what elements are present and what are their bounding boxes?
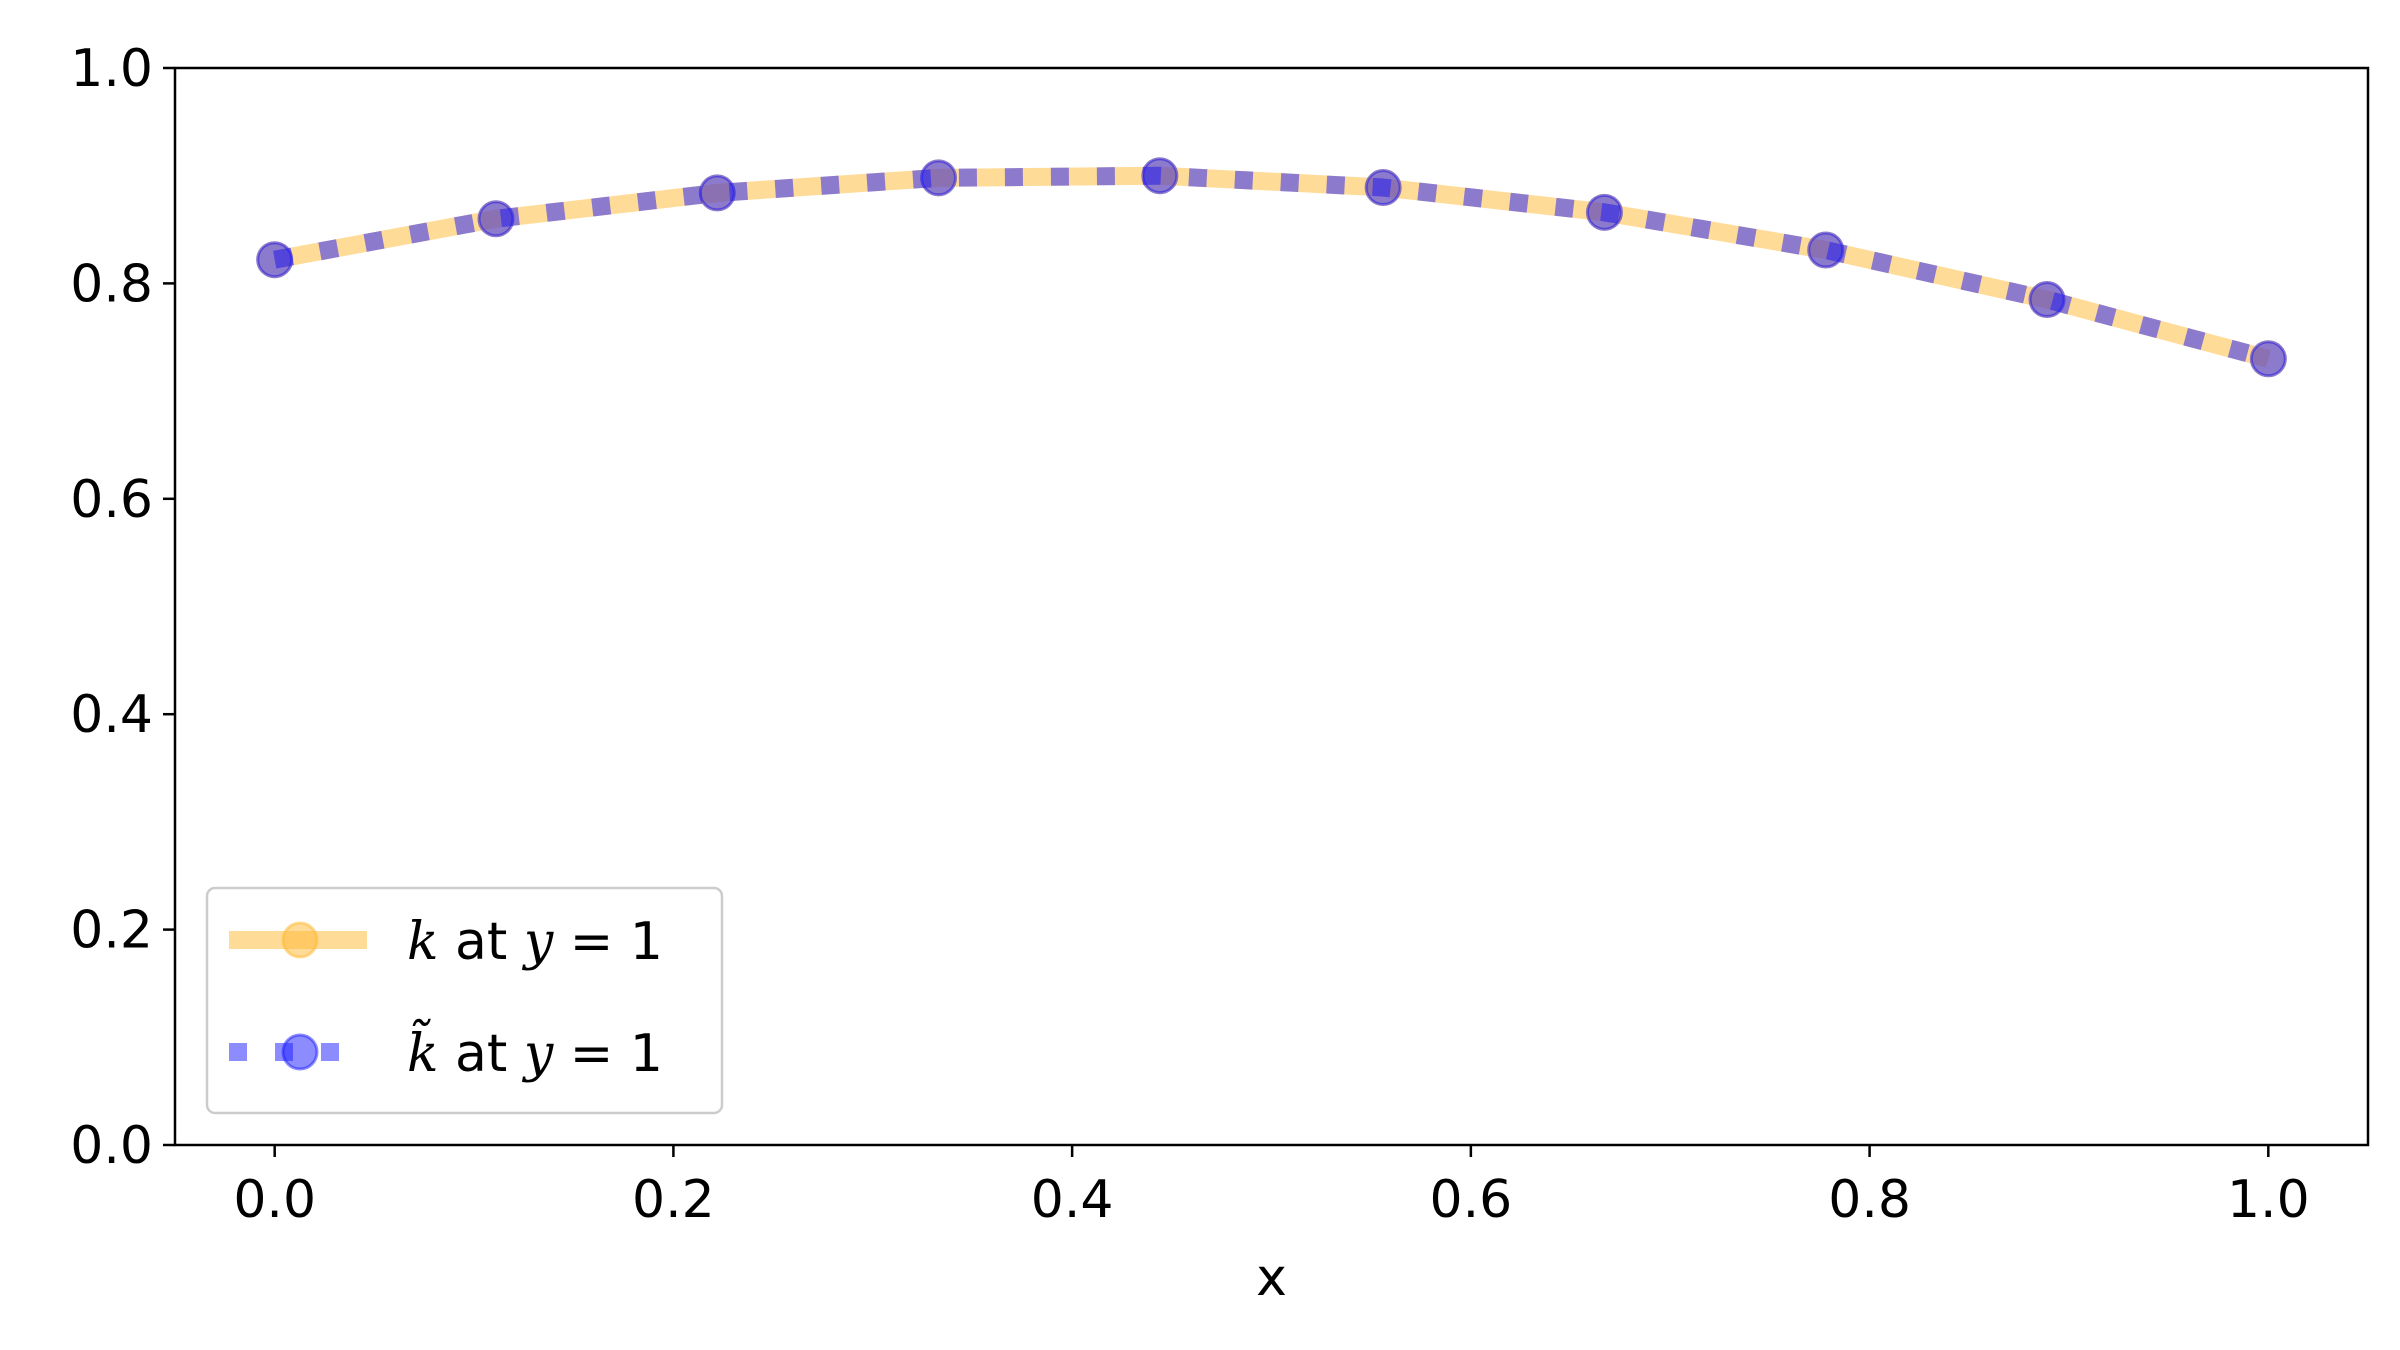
- y-tick-label: 1.0: [70, 39, 153, 99]
- legend: k at y = 1 k̃ at y = 1: [205, 886, 724, 1115]
- data-point: [920, 159, 958, 197]
- y-tick-label: 0.2: [70, 901, 153, 961]
- data-point: [256, 241, 294, 279]
- y-tick-label: 0.6: [70, 470, 153, 530]
- data-point: [1807, 231, 1845, 269]
- data-point: [1364, 169, 1402, 207]
- legend-marker: [281, 921, 319, 959]
- x-tick-label: 0.2: [632, 1170, 715, 1230]
- y-tick-label: 0.4: [70, 685, 153, 745]
- y-axis: 0.0 0.2 0.4 0.6 0.8 1.0: [70, 39, 175, 1176]
- y-tick-label: 0.8: [70, 254, 153, 314]
- y-tick-label: 0.0: [70, 1116, 153, 1176]
- data-point: [1141, 157, 1179, 195]
- x-tick-label: 1.0: [2227, 1170, 2310, 1230]
- series-line: [273, 166, 2271, 368]
- data-point: [2028, 281, 2066, 319]
- plot-area: [256, 157, 2287, 378]
- data-point: [2249, 340, 2287, 378]
- x-axis: 0.0 0.2 0.4 0.6 0.8 1.0: [233, 1145, 2310, 1230]
- legend-label: k at y = 1: [407, 912, 663, 972]
- plot-frame: [173, 66, 2370, 1147]
- x-axis-title: x: [1256, 1248, 1287, 1308]
- data-point: [698, 174, 736, 212]
- data-point: [1585, 193, 1623, 231]
- legend-label: k̃ at y = 1: [407, 1018, 663, 1084]
- x-tick-label: 0.0: [233, 1170, 316, 1230]
- legend-marker: [281, 1033, 319, 1071]
- x-tick-label: 0.6: [1430, 1170, 1513, 1230]
- x-tick-label: 0.8: [1828, 1170, 1911, 1230]
- x-tick-label: 0.4: [1031, 1170, 1114, 1230]
- data-point: [477, 200, 515, 238]
